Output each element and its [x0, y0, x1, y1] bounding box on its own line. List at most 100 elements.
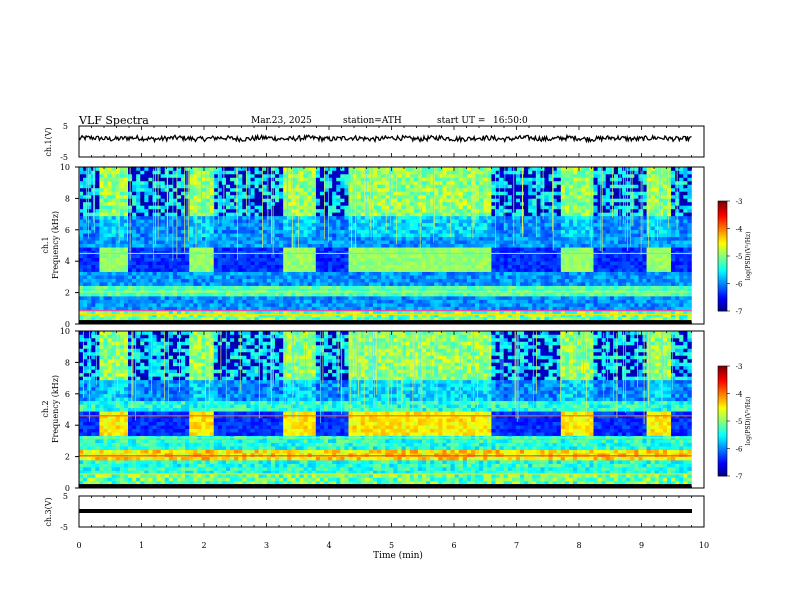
spectrogram-cell: [348, 215, 353, 220]
spectrogram-cell: [515, 313, 521, 318]
spectrogram-cell: [507, 194, 513, 199]
spectrogram-cell: [144, 229, 149, 234]
spectrogram-cell: [328, 278, 333, 283]
spectrogram-cell: [475, 247, 480, 252]
spectrogram-cell: [279, 257, 284, 262]
spectrogram-cell: [336, 205, 341, 210]
spectrogram-cell: [336, 167, 341, 171]
spectrogram-cell: [246, 271, 251, 276]
spectrogram-cell: [295, 306, 300, 311]
spectrogram-cell: [177, 226, 182, 231]
spectrogram-cell: [397, 289, 402, 293]
spectrogram-cell: [503, 243, 509, 248]
spectrogram-cell: [491, 236, 496, 241]
spectrogram-cell: [499, 201, 504, 206]
spectrogram-cell: [368, 254, 374, 259]
spectrogram-cell: [258, 282, 264, 286]
spectrogram-cell: [511, 306, 517, 311]
spectrogram-cell: [352, 198, 357, 203]
spectrogram-cell: [160, 184, 166, 189]
spectrogram-cell: [270, 299, 276, 304]
spectrogram-cell: [462, 184, 468, 189]
spectrogram-cell: [262, 233, 268, 238]
spectrogram-cell: [319, 233, 325, 238]
spectrogram-cell: [373, 184, 378, 189]
spectrogram-cell: [466, 247, 472, 252]
spectrogram-cell: [119, 271, 125, 276]
spectrogram-cell: [291, 198, 296, 203]
spectrogram-cell: [426, 254, 431, 259]
spectrogram-cell: [315, 205, 321, 210]
spectrogram-cell: [515, 167, 521, 171]
spectrogram-cell: [344, 250, 349, 255]
spectrogram-cell: [168, 310, 174, 314]
spectrogram-cell: [275, 310, 280, 314]
spectrogram-cell: [209, 233, 215, 238]
spectrogram-cell: [430, 268, 435, 272]
spectrogram-cell: [352, 282, 357, 286]
spectrogram-cell: [254, 254, 259, 259]
spectrogram-cell: [405, 268, 411, 272]
spectrogram-cell: [377, 205, 382, 210]
spectrogram-cell: [524, 233, 529, 238]
spectrogram-cell: [189, 275, 194, 279]
spectrogram-cell: [299, 247, 304, 252]
spectrogram-cell: [258, 236, 264, 241]
spectrogram-cell: [279, 303, 284, 307]
spectrogram-cell: [152, 317, 157, 321]
spectrogram-cell: [303, 278, 308, 283]
spectrogram-cell: [177, 306, 182, 311]
spectrogram-cell: [230, 261, 235, 265]
spectrogram-cell: [115, 289, 121, 293]
spectrogram-cell: [324, 261, 329, 265]
spectrogram-cell: [258, 278, 264, 283]
spectrogram-cell: [262, 173, 268, 178]
spectrogram-cell: [217, 313, 223, 318]
spectrogram-cell: [491, 289, 496, 293]
spectrogram-cell: [515, 247, 521, 252]
spectrogram-cell: [458, 313, 464, 318]
spectrogram-cell: [336, 170, 341, 175]
spectrogram-cell: [132, 306, 137, 311]
spectrogram-cell: [401, 243, 406, 248]
spectrogram-cell: [103, 205, 108, 210]
spectrogram-cell: [377, 289, 382, 293]
spectrogram-cell: [242, 219, 247, 224]
spectrogram-cell: [291, 187, 296, 192]
spectrogram-cell: [132, 261, 137, 265]
spectrogram-cell: [413, 177, 419, 182]
spectrogram-cell: [177, 205, 182, 210]
spectrogram-cell: [164, 268, 170, 272]
spectrogram-cell: [181, 282, 186, 286]
spectrogram-cell: [230, 201, 235, 206]
spectrogram-cell: [168, 243, 174, 248]
spectrogram-cell: [520, 285, 525, 290]
spectrogram-cell: [417, 296, 423, 300]
spectrogram-cell: [438, 317, 443, 321]
spectrogram-cell: [270, 264, 276, 269]
spectrogram-cell: [466, 317, 472, 321]
spectrogram-cell: [238, 250, 243, 255]
spectrogram-cell: [115, 299, 121, 304]
spectrogram-cell: [295, 233, 300, 238]
spectrogram-cell: [246, 226, 251, 231]
spectrogram-cell: [405, 208, 411, 213]
spectrogram-cell: [487, 167, 492, 171]
spectrogram-cell: [107, 222, 112, 227]
spectrogram-cell: [193, 310, 198, 314]
spectrogram-cell: [79, 303, 84, 307]
spectrogram-cell: [515, 194, 521, 199]
spectrogram-cell: [217, 296, 223, 300]
spectrogram-cell: [181, 313, 186, 318]
spectrogram-cell: [152, 292, 157, 297]
spectrogram-cell: [491, 208, 496, 213]
spectrogram-cell: [385, 184, 390, 189]
spectrogram-cell: [115, 212, 121, 217]
spectrogram-cell: [209, 275, 215, 279]
spectrogram-cell: [430, 285, 435, 290]
spectrogram-cell: [364, 233, 370, 238]
spectrogram-cell: [266, 268, 272, 272]
spectrogram-cell: [332, 219, 337, 224]
spectrogram-cell: [287, 254, 292, 259]
spectrogram-cell: [336, 292, 341, 297]
